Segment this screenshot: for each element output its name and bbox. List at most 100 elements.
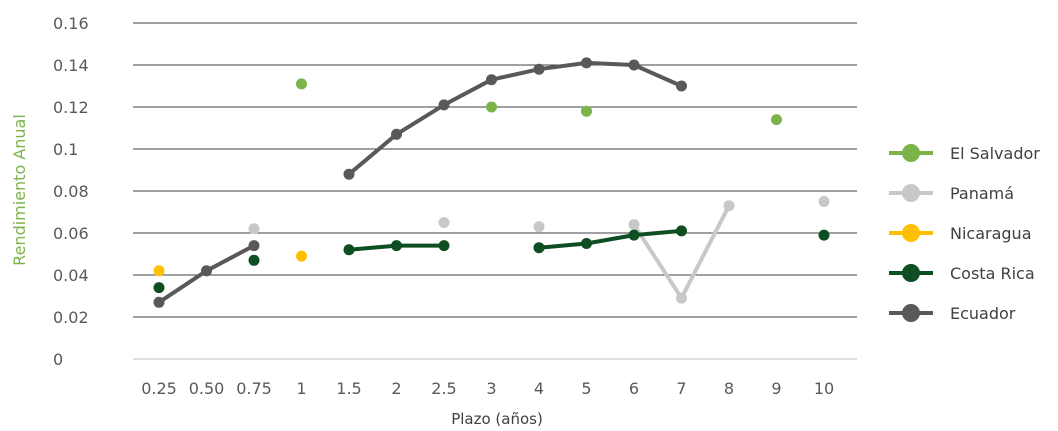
- data-point: [771, 114, 782, 126]
- data-point: [628, 229, 640, 241]
- data-point: [533, 242, 545, 254]
- series-line-segment: [679, 203, 731, 301]
- data-point: [533, 63, 545, 75]
- y-tick-label: 0.14: [53, 56, 89, 75]
- data-point: [391, 240, 402, 252]
- y-axis-title: Rendimiento Anual: [10, 114, 29, 266]
- legend-swatch-marker: [902, 184, 920, 202]
- data-point: [818, 229, 830, 241]
- data-point: [343, 168, 355, 180]
- legend-swatch-marker: [902, 264, 920, 282]
- data-point: [438, 217, 450, 228]
- y-tick-label: 0.08: [53, 182, 89, 201]
- data-point: [581, 105, 592, 117]
- y-tick-label: 0.12: [53, 98, 89, 117]
- x-tick-label: 5: [581, 379, 591, 398]
- series-line-segment: [537, 60, 589, 72]
- data-point: [581, 238, 592, 249]
- data-point: [248, 240, 260, 252]
- legend-label: Panamá: [950, 184, 1014, 203]
- legend-label: Nicaragua: [950, 224, 1032, 243]
- series-line-segment: [584, 233, 636, 246]
- data-point: [248, 223, 260, 235]
- series-line-segment: [632, 63, 684, 88]
- series-line-segment: [394, 102, 446, 137]
- series-line-segment: [347, 132, 399, 177]
- data-point: [818, 196, 830, 207]
- x-tick-label: 1: [296, 379, 306, 398]
- data-point: [296, 250, 307, 262]
- legend-label: Costa Rica: [950, 264, 1035, 283]
- x-axis-title: Plazo (años): [451, 410, 543, 428]
- data-point: [628, 219, 640, 231]
- x-tick-label: 8: [724, 379, 734, 398]
- data-point: [438, 240, 450, 252]
- legend-item: Costa Rica: [889, 264, 1035, 283]
- legend-swatch-marker: [902, 144, 920, 162]
- legend-swatch-marker: [902, 304, 920, 322]
- x-tick-label: 1.5: [336, 379, 361, 398]
- data-point: [486, 74, 497, 86]
- data-point: [153, 296, 165, 308]
- series-ecuador: [153, 57, 687, 308]
- legend-item: El Salvador: [889, 144, 1040, 163]
- x-tick-label: 6: [629, 379, 639, 398]
- series-line-segment: [537, 241, 589, 250]
- x-tick-label: 2: [391, 379, 401, 398]
- data-point: [723, 200, 735, 212]
- x-tick-label: 3: [486, 379, 496, 398]
- y-tick-label: 0.02: [53, 308, 89, 327]
- data-point: [486, 101, 497, 113]
- data-point: [581, 57, 592, 69]
- x-tick-labels: 0.25 0.50 0.75 1 1.5 2 2.5 3 4 5 6 7 8 9 10: [141, 379, 834, 398]
- data-point: [533, 221, 545, 233]
- series-line-segment: [632, 228, 684, 238]
- data-point: [201, 265, 212, 277]
- series-line-segment: [489, 67, 541, 82]
- data-point: [343, 244, 355, 256]
- data-point: [153, 282, 165, 294]
- legend-label: El Salvador: [950, 144, 1040, 163]
- series-line-segment: [584, 60, 636, 67]
- series-layer: [153, 57, 830, 308]
- legend-item: Ecuador: [889, 304, 1016, 323]
- series-el-salvador: [296, 78, 782, 126]
- legend-item: Nicaragua: [889, 224, 1032, 243]
- legend-item: Panamá: [889, 184, 1014, 203]
- legend-swatch-marker: [902, 224, 920, 242]
- series-line-segment: [632, 222, 684, 301]
- data-point: [676, 80, 687, 92]
- series-panamá: [248, 196, 830, 304]
- x-tick-label: 10: [814, 379, 834, 398]
- data-point: [438, 99, 450, 111]
- grid-lines: [133, 22, 857, 360]
- x-tick-label: 9: [771, 379, 781, 398]
- x-tick-label: 2.5: [431, 379, 456, 398]
- y-tick-label: 0.16: [53, 14, 89, 33]
- x-tick-label: 0.75: [236, 379, 272, 398]
- series-line-segment: [157, 268, 209, 305]
- y-tick-label: 0: [53, 350, 63, 369]
- data-point: [676, 225, 687, 237]
- x-tick-label: 0.50: [189, 379, 225, 398]
- series-nicaragua: [153, 250, 307, 277]
- data-point: [676, 292, 687, 304]
- data-point: [391, 128, 402, 140]
- series-line-segment: [442, 77, 494, 107]
- x-tick-label: 0.25: [141, 379, 177, 398]
- x-tick-label: 4: [534, 379, 544, 398]
- series-line-segment: [204, 243, 256, 273]
- data-point: [248, 254, 260, 266]
- data-point: [628, 59, 640, 71]
- legend-label: Ecuador: [950, 304, 1016, 323]
- y-tick-label: 0.04: [53, 266, 89, 285]
- y-tick-label: 0.06: [53, 224, 89, 243]
- x-tick-label: 7: [676, 379, 686, 398]
- data-point: [153, 265, 165, 277]
- y-tick-labels: 0 0.02 0.04 0.06 0.08 0.1 0.12 0.14 0.16: [53, 14, 89, 369]
- series-line-segment: [347, 243, 399, 252]
- y-tick-label: 0.1: [53, 140, 78, 159]
- data-point: [296, 78, 307, 90]
- legend: El Salvador Panamá Nicaragua Costa Rica Ecua…: [889, 144, 1040, 323]
